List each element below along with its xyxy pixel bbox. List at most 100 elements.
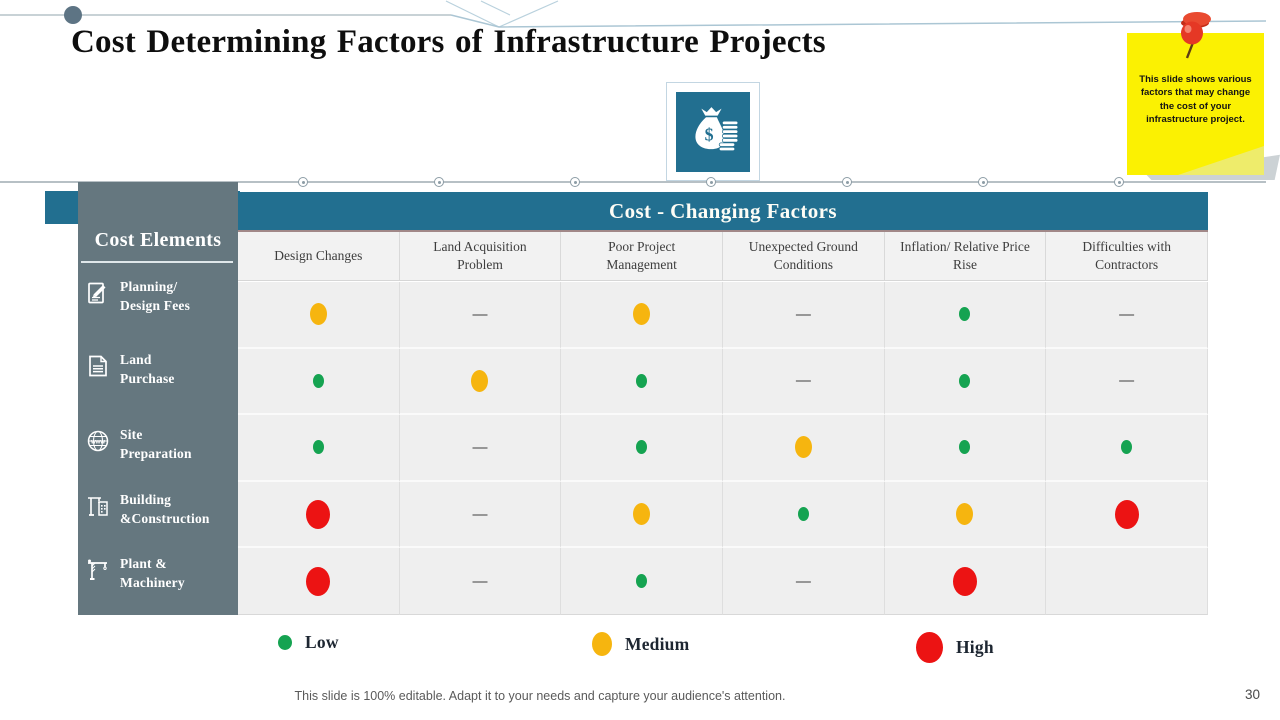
matrix-cell: — (399, 481, 562, 549)
column-header: Poor Project Management (561, 232, 723, 280)
sidebar-item-label: Plant & Machinery (120, 556, 185, 590)
dash-mark: — (472, 572, 488, 590)
column-header: Land Acquisition Problem (400, 232, 562, 280)
matrix-cell (561, 348, 723, 416)
sticky-note: This slide shows various factors that ma… (1127, 33, 1264, 175)
sidebar-item-label: Site Preparation (120, 427, 192, 461)
matrix-cell: — (723, 282, 885, 349)
crane-building-icon (85, 493, 111, 519)
low-dot (959, 440, 971, 455)
sidebar-item: Plant & Machinery (85, 555, 236, 593)
matrix-cell (1046, 415, 1208, 482)
money-bag-icon: $ (676, 91, 750, 172)
low-dot (636, 574, 648, 589)
legend-item: High (916, 632, 994, 663)
matrix-cell (238, 415, 400, 482)
page-number: 30 (1244, 687, 1260, 702)
matrix-cell (561, 282, 723, 349)
matrix-cell (884, 282, 1047, 349)
connector-node (570, 177, 580, 187)
high-legend-dot (916, 632, 943, 663)
deed-document-icon (85, 353, 111, 379)
medium-legend-dot (592, 632, 612, 656)
document-edit-icon (85, 280, 111, 306)
matrix-cell (884, 548, 1047, 615)
legend: Low Medium High (0, 632, 1280, 668)
matrix-cell (884, 348, 1047, 416)
legend-item: Low (278, 632, 339, 653)
medium-dot (633, 503, 651, 526)
low-dot (959, 373, 971, 388)
medium-dot (633, 303, 651, 326)
matrix-cell (561, 481, 723, 549)
sidebar-item-label: Building &Construction (120, 492, 210, 526)
medium-dot (956, 503, 974, 526)
sidebar-title: Cost Elements (94, 229, 222, 251)
matrix-cell (238, 548, 400, 615)
low-dot (797, 507, 809, 522)
low-dot (636, 373, 648, 388)
sidebar-item: Building &Construction (85, 491, 236, 529)
matrix-cell (723, 481, 885, 549)
bullet-circle-decoration (64, 6, 82, 24)
sidebar-item: www Site Preparation (85, 426, 236, 464)
connector-node (1114, 177, 1124, 187)
matrix-cell: — (1046, 348, 1208, 416)
legend-label: High (956, 637, 994, 657)
table-title: Cost - Changing Factors (609, 198, 837, 223)
matrix-cell: — (723, 548, 885, 615)
low-dot (312, 373, 324, 388)
matrix-cell (723, 415, 885, 482)
matrix-cell: — (399, 282, 562, 349)
dash-mark: — (472, 438, 488, 456)
cost-elements-sidebar: Cost Elements Planning/Design Fees Land Pu… (78, 182, 238, 615)
matrix-cell (399, 348, 562, 416)
matrix-cell: — (399, 548, 562, 615)
sidebar-title-underline (81, 261, 233, 263)
medium-dot (794, 436, 812, 459)
matrix-cell (1046, 548, 1208, 615)
footer-note: This slide is 100% editable. Adapt it to… (294, 689, 786, 703)
dash-mark: — (795, 372, 811, 390)
matrix-cell (238, 282, 400, 349)
svg-text:$: $ (705, 124, 714, 144)
money-icon-frame: $ (666, 82, 760, 181)
high-dot (952, 566, 977, 596)
dash-mark: — (1119, 372, 1135, 390)
connector-node (434, 177, 444, 187)
sidebar-item-label: Land Purchase (120, 352, 175, 386)
sidebar-item: Land Purchase (85, 351, 236, 389)
dash-mark: — (1119, 305, 1135, 323)
dash-mark: — (472, 505, 488, 523)
dash-mark: — (795, 572, 811, 590)
globe-icon: www (85, 428, 111, 454)
matrix-cell (1046, 481, 1208, 549)
medium-dot (471, 369, 489, 392)
connector-node (706, 177, 716, 187)
matrix-cell (884, 415, 1047, 482)
medium-dot (309, 303, 327, 326)
dash-mark: — (472, 305, 488, 323)
low-dot (959, 307, 971, 322)
low-dot (636, 440, 648, 455)
connector-node (978, 177, 988, 187)
legend-label: Low (305, 632, 339, 652)
tower-crane-icon (85, 557, 111, 583)
sticky-note-text: This slide shows various factors that ma… (1139, 74, 1252, 126)
sidebar-item-label: Planning/Design Fees (120, 279, 191, 313)
connector-node (842, 177, 852, 187)
matrix-cell (238, 348, 400, 416)
matrix-cell (561, 548, 723, 615)
matrix-cell: — (723, 348, 885, 416)
matrix-cell (884, 481, 1047, 549)
low-dot (1121, 440, 1133, 455)
matrix-cell: — (399, 415, 562, 482)
pushpin-icon (1181, 12, 1211, 59)
column-header: Difficulties with Contractors (1046, 232, 1208, 280)
sidebar-item: Planning/Design Fees (85, 278, 236, 316)
table-title-bar: Cost - Changing Factors (238, 192, 1208, 232)
connector-line (0, 181, 1266, 183)
column-header: Unexpected Ground Conditions (723, 232, 885, 280)
high-dot (306, 499, 331, 529)
